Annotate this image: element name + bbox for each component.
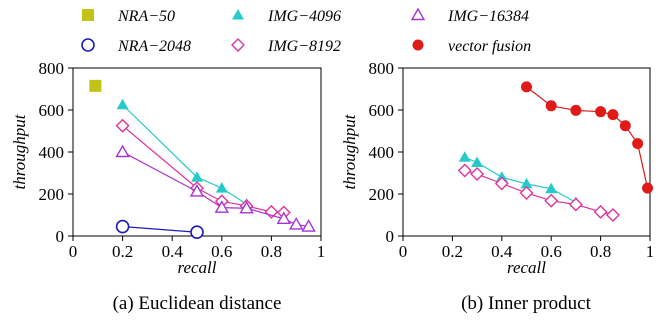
data-point bbox=[545, 100, 557, 112]
x-tick-label: 0.6 bbox=[541, 242, 562, 261]
x-tick-label: 0.4 bbox=[162, 242, 184, 261]
data-point bbox=[570, 104, 582, 116]
series-img-8192 bbox=[457, 163, 620, 222]
x-tick-label: 0.2 bbox=[442, 242, 463, 261]
data-point bbox=[545, 182, 558, 194]
legend-label: IMG−8192 bbox=[267, 38, 341, 55]
x-tick-label: 1 bbox=[646, 242, 655, 261]
series-line bbox=[526, 86, 649, 189]
chart-panel-euclidean: 0 0.2 0.4 0.6 0.8 1 0 200 400 600 800 recall through… bbox=[10, 59, 325, 314]
data-point bbox=[544, 193, 559, 208]
data-point bbox=[619, 120, 631, 132]
legend-item: IMG−8192 bbox=[231, 38, 341, 55]
data-point bbox=[607, 109, 619, 121]
data-point bbox=[115, 118, 130, 133]
data-point bbox=[494, 176, 509, 191]
x-axis-label: recall bbox=[507, 258, 546, 277]
x-tick-label: 0.8 bbox=[261, 242, 282, 261]
series-line bbox=[122, 104, 247, 205]
x-tick-label: 0.4 bbox=[491, 242, 513, 261]
legend-label: IMG−16384 bbox=[447, 8, 529, 25]
data-point bbox=[214, 200, 230, 213]
x-axis-label: recall bbox=[177, 258, 216, 277]
data-point bbox=[215, 182, 228, 193]
data-point bbox=[471, 156, 484, 167]
y-axis-label: throughput bbox=[340, 113, 359, 189]
y-tick-label: 0 bbox=[386, 227, 395, 246]
series-line bbox=[122, 125, 284, 214]
data-point bbox=[605, 208, 620, 222]
data-point bbox=[457, 163, 472, 178]
data-point bbox=[115, 144, 130, 158]
series-img-4096 bbox=[116, 98, 253, 209]
data-point bbox=[116, 98, 129, 110]
series-nra-50 bbox=[89, 79, 102, 92]
panel-caption: (a) Euclidean distance bbox=[113, 293, 282, 314]
y-tick-label: 200 bbox=[39, 185, 65, 204]
x-tick-label: 0.6 bbox=[211, 242, 232, 261]
x-tick-label: 0 bbox=[399, 242, 408, 261]
data-point bbox=[519, 185, 534, 200]
y-tick-label: 600 bbox=[369, 101, 395, 120]
y-tick-label: 600 bbox=[39, 101, 65, 120]
y-tick-label: 800 bbox=[369, 59, 395, 78]
x-tick-label: 0 bbox=[69, 242, 78, 261]
data-point bbox=[470, 167, 485, 182]
legend-item: vector fusion bbox=[412, 38, 531, 55]
y-tick-label: 0 bbox=[56, 227, 65, 246]
data-point bbox=[520, 177, 533, 189]
data-point bbox=[190, 225, 204, 240]
series-line bbox=[464, 169, 614, 216]
y-tick-label: 200 bbox=[369, 185, 395, 204]
data-point bbox=[495, 171, 508, 182]
legend-marker bbox=[81, 38, 95, 52]
data-point bbox=[595, 106, 607, 118]
data-point bbox=[239, 200, 254, 214]
data-point bbox=[593, 204, 608, 219]
data-point bbox=[191, 171, 203, 182]
x-tick-label: 0.8 bbox=[590, 242, 611, 261]
legend-marker bbox=[82, 9, 94, 21]
panel-caption: (b) Inner product bbox=[461, 293, 592, 314]
series-line bbox=[122, 225, 198, 233]
series-img-16384 bbox=[115, 144, 316, 232]
y-tick-label: 400 bbox=[39, 143, 65, 162]
data-point bbox=[189, 184, 205, 197]
legend-item: NRA−50 bbox=[82, 8, 175, 25]
legend-item: NRA−2048 bbox=[81, 38, 191, 55]
legend-label: IMG−4096 bbox=[267, 8, 341, 25]
data-point bbox=[276, 211, 292, 224]
data-point bbox=[301, 219, 316, 232]
series-line bbox=[464, 156, 577, 203]
data-point bbox=[642, 182, 654, 194]
data-point bbox=[89, 79, 102, 92]
data-point bbox=[568, 197, 583, 212]
data-point bbox=[288, 217, 304, 230]
x-tick-label: 1 bbox=[317, 242, 326, 261]
legend-label: vector fusion bbox=[448, 38, 531, 55]
legend-label: NRA−50 bbox=[117, 8, 175, 25]
y-axis-label: throughput bbox=[10, 113, 29, 189]
y-tick-label: 800 bbox=[39, 59, 65, 78]
y-tick-label: 400 bbox=[369, 143, 395, 162]
series-nra-2048 bbox=[115, 219, 204, 240]
legend: NRA−50 NRA−2048 IMG−4096 IMG−8192 IMG−16384 v… bbox=[81, 7, 531, 55]
series-img-8192 bbox=[115, 118, 291, 220]
legend-item: IMG−4096 bbox=[232, 8, 341, 25]
legend-marker bbox=[410, 7, 426, 21]
legend-marker bbox=[232, 9, 244, 20]
data-point bbox=[458, 151, 471, 162]
legend-label: NRA−2048 bbox=[117, 38, 191, 55]
data-point bbox=[632, 138, 644, 150]
legend-marker bbox=[412, 39, 424, 51]
series-vector-fusion bbox=[521, 81, 654, 194]
chart-panel-inner-product: 0 0.2 0.4 0.6 0.8 1 0 200 400 600 800 recall through… bbox=[340, 59, 654, 314]
data-point bbox=[115, 219, 130, 234]
legend-item: IMG−16384 bbox=[410, 7, 529, 25]
legend-marker bbox=[231, 38, 245, 52]
data-point bbox=[521, 81, 532, 93]
x-tick-label: 0.2 bbox=[112, 242, 133, 261]
